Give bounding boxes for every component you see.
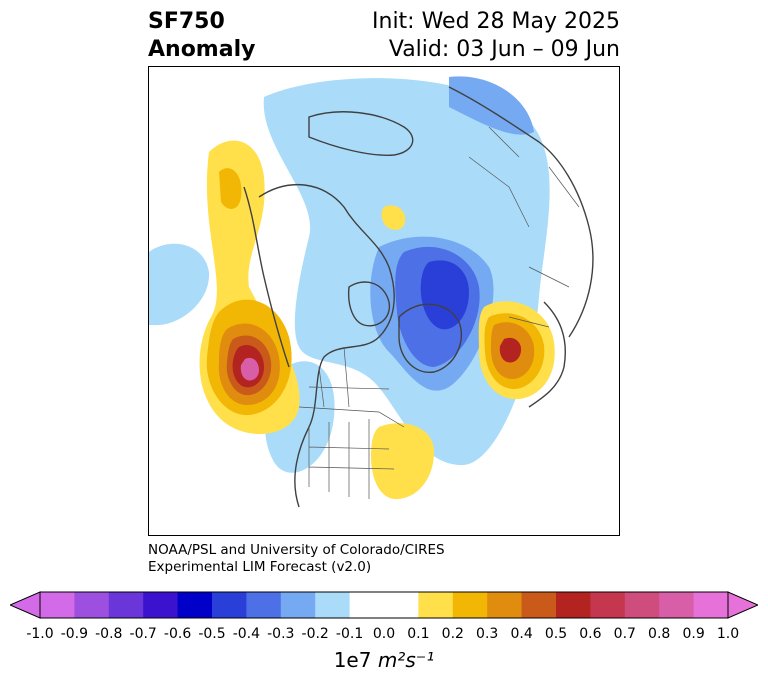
positive-anomaly-eastern-us [371,423,434,500]
colorbar-segment [74,592,110,618]
negative-anomaly-core [420,260,469,330]
coastline-arctic-islands [308,111,414,156]
valid-range-label: Valid: 03 Jun – 09 Jun [388,37,620,62]
colorbar-segments [40,592,729,618]
country-borders [298,126,580,499]
title-block-right: Init: Wed 28 May 2025 Valid: 03 Jun – 09… [372,8,620,64]
colorbar-tick-label: -0.3 [267,626,295,642]
colorbar-segment [315,592,351,618]
colorbar-segment [556,592,591,618]
border-eurasia [468,126,580,328]
colorbar-tick-label: 0.4 [510,626,533,642]
colorbar-tick-label: 0.5 [544,626,568,642]
colorbar-under-arrow [10,591,41,619]
colorbar-tick-label: -0.5 [198,626,226,642]
negative-anomaly-pacific [149,243,210,326]
colorbar-tick-label: 0.6 [579,626,602,642]
colorbar-segment [624,592,660,618]
colorbar-over-arrow [727,591,758,619]
colorbar-segment [418,592,454,618]
colorbar-tick-label: 0.7 [613,626,636,642]
anomaly-title: Anomaly [148,37,256,62]
border-us-canada [298,406,405,428]
credit-line-1: NOAA/PSL and University of Colorado/CIRE… [148,542,445,558]
colorbar-segment [177,592,213,618]
colorbar-segment [384,592,419,618]
colorbar-outline [39,591,729,619]
colorbar-tick-labels: -1.0 -0.9 -0.8 -0.7 -0.6 -0.5 -0.4 -0.3 -0.2 -0.1… [0,626,768,644]
colorbar-segment [143,592,179,618]
coastline-eurasia [448,86,594,338]
border-us-states [308,419,395,499]
colorbar-segment [40,592,75,618]
credit-line-2: Experimental LIM Forecast (v2.0) [148,559,372,575]
colorbar-tick-label: 0.9 [682,626,705,642]
colorbar-segment [212,592,247,618]
border-canada-provinces [308,346,390,408]
title-block-left: SF750 Anomaly [148,8,255,64]
colorbar-tick-label: -0.1 [335,626,364,642]
colorbar-segment [487,592,523,618]
map-panel [148,66,620,536]
colorbar-segment [452,592,488,618]
credit-block: NOAA/PSL and University of Colorado/CIRE… [148,542,445,576]
colorbar-tick-label: -0.4 [232,626,261,642]
coastline-europe [528,301,566,408]
colorbar-tick-label: -0.6 [163,626,192,642]
colorbar-tick-label: -0.8 [95,626,123,642]
negative-anomaly-scandinavia [449,76,534,135]
coastline-greenland [398,303,463,373]
coastline-west [243,186,290,368]
positive-anomaly-pacific-north [219,168,242,209]
colorbar-tick-label: -0.9 [60,626,89,642]
colorbar-segment [349,592,385,618]
units-prefix: 1e7 [333,648,372,672]
colorbar-units: 1e7 m²s⁻¹ [0,648,768,672]
variable-title: SF750 [148,9,225,34]
colorbar-tick-label: 0.0 [372,626,396,642]
units-math: m²s⁻¹ [377,648,435,672]
positive-anomaly-hudson [381,205,406,230]
positive-anomaly-atlantic-core [499,337,522,363]
colorbar-segment [280,592,316,618]
anomaly-map [149,76,594,508]
colorbar-segment [590,592,626,618]
colorbar-tick-label: 1.0 [716,626,740,642]
colorbar-tick-label: 0.8 [648,626,671,642]
colorbar-segment [108,592,144,618]
colorbar-segment [246,592,282,618]
colorbar-segment [521,592,557,618]
colorbar-tick-label: 0.1 [407,626,430,642]
colorbar-tick-label: 0.3 [476,626,499,642]
init-date-label: Init: Wed 28 May 2025 [372,9,620,34]
colorbar-tick-label: -0.2 [301,626,329,642]
colorbar-segment [693,592,729,618]
colorbar [10,591,758,619]
positive-anomaly-pacific-core [240,357,259,381]
colorbar-segment [659,592,695,618]
colorbar-tick-label: 0.2 [441,626,464,642]
colorbar-tick-label: -1.0 [26,626,54,642]
coastline-hudson-bay [347,281,391,327]
colorbar-tick-label: -0.7 [129,626,157,642]
